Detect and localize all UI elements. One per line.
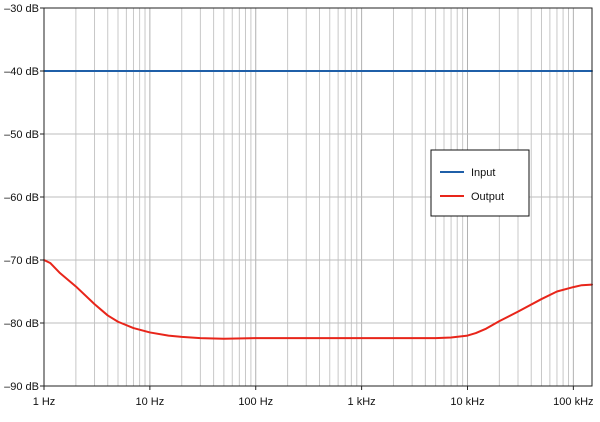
- x-tick-label: 1 Hz: [33, 396, 56, 408]
- x-axis-tick-labels: 1 Hz 10 Hz 100 Hz 1 kHz 10 kHz 100 kHz: [33, 386, 594, 408]
- series-line-output: [43, 259, 593, 340]
- legend-label-input: Input: [471, 167, 495, 179]
- x-tick-label: 10 Hz: [135, 396, 164, 408]
- y-tick-label: –50 dB: [4, 129, 39, 141]
- y-tick-label: –40 dB: [4, 66, 39, 78]
- y-tick-label: –30 dB: [4, 3, 39, 15]
- y-tick-label: –90 dB: [4, 381, 39, 393]
- x-tick-label: 100 Hz: [238, 396, 273, 408]
- y-axis-tick-labels: –30 dB –40 dB –50 dB –60 dB –70 dB –80 dB –90 …: [4, 3, 44, 393]
- legend-box: [430, 149, 530, 217]
- legend-label-output: Output: [471, 191, 504, 203]
- y-tick-label: –70 dB: [4, 255, 39, 267]
- legend: Input Output: [430, 149, 530, 217]
- x-tick-label: 10 kHz: [450, 396, 484, 408]
- x-tick-label: 100 kHz: [553, 396, 593, 408]
- x-tick-label: 1 kHz: [348, 396, 376, 408]
- plot-series: [43, 70, 593, 340]
- y-tick-label: –80 dB: [4, 318, 39, 330]
- y-tick-label: –60 dB: [4, 192, 39, 204]
